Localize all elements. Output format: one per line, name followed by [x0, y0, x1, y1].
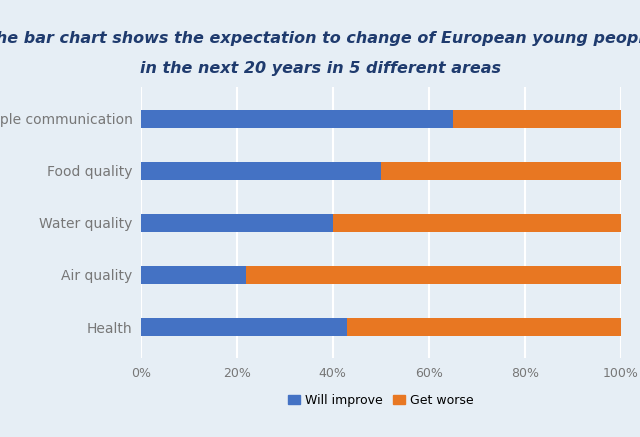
Legend: Will improve, Get worse: Will improve, Get worse [283, 388, 479, 412]
Bar [453, 110, 621, 128]
Bar [381, 162, 621, 180]
Bar [141, 214, 333, 232]
Text: The bar chart shows the expectation to change of European young people: The bar chart shows the expectation to c… [0, 31, 640, 45]
Bar [246, 266, 621, 284]
Bar [141, 110, 453, 128]
Text: in the next 20 years in 5 different areas: in the next 20 years in 5 different area… [140, 61, 500, 76]
Bar [141, 266, 246, 284]
Bar [333, 214, 621, 232]
Bar [141, 162, 381, 180]
Bar [348, 318, 621, 336]
Bar [141, 318, 348, 336]
